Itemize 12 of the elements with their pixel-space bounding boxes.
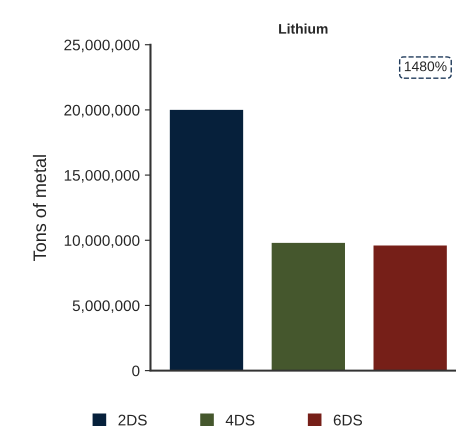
legend-label: 6DS [334, 414, 362, 426]
legend-label: 2DS [118, 414, 147, 426]
y-tick-label: 0 [132, 365, 140, 376]
y-tick-label: 10,000,000 [64, 235, 140, 248]
y-tick-label: 5,000,000 [72, 300, 140, 313]
y-tick-label: 20,000,000 [64, 104, 140, 118]
y-axis-title: Tons of metal [32, 155, 46, 261]
annotation: 1480% [404, 61, 447, 72]
y-tick-label: 25,000,000 [64, 40, 140, 52]
legend-label: 4DS [226, 414, 254, 426]
chart-title: Lithium [279, 24, 328, 34]
y-tick-label: 15,000,000 [64, 170, 140, 183]
